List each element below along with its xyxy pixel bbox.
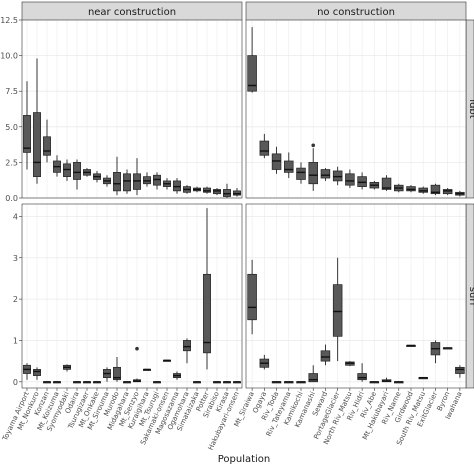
y-tick-label-top-1: 2.5 bbox=[5, 158, 18, 167]
box-bottom-no-7 bbox=[332, 284, 343, 337]
facet-strip-label-no: no construction bbox=[317, 7, 395, 18]
x-axis-title: Population bbox=[218, 454, 271, 465]
box-top-no-6 bbox=[320, 169, 331, 179]
y-tick-label-bottom-3: 3 bbox=[13, 254, 18, 263]
panel-frame-top-no bbox=[245, 19, 467, 199]
box-top-no-14 bbox=[418, 187, 428, 193]
panel-frame-top-near bbox=[21, 19, 243, 199]
box-top-near-12 bbox=[143, 176, 151, 185]
panel-bg-top-no bbox=[246, 20, 466, 198]
facet-strip-label-near: near construction bbox=[88, 7, 176, 18]
box-top-near-20 bbox=[223, 189, 231, 197]
y-tick-label-top-0: 0.0 bbox=[5, 194, 18, 203]
box-top-near-9 bbox=[113, 172, 121, 192]
y-tick-label-bottom-4: 4 bbox=[13, 212, 18, 221]
box-top-near-11 bbox=[133, 173, 141, 190]
box-top-near-1 bbox=[33, 112, 41, 177]
y-tick-label-top-4: 10.0 bbox=[0, 52, 18, 61]
box-top-no-0 bbox=[247, 55, 257, 92]
panel-bg-bottom-no bbox=[246, 204, 466, 388]
box-bottom-no-17 bbox=[455, 366, 465, 374]
box-top-no-4 bbox=[296, 167, 306, 180]
box-top-no-16 bbox=[442, 189, 453, 195]
box-top-no-13 bbox=[406, 186, 416, 192]
box-top-no-1 bbox=[259, 140, 270, 156]
box-top-no-11 bbox=[381, 177, 392, 190]
y-tick-label-top-5: 12.5 bbox=[0, 16, 18, 25]
box-top-near-10 bbox=[123, 173, 131, 192]
box-top-near-21 bbox=[233, 190, 241, 196]
box-top-near-15 bbox=[173, 180, 181, 192]
panel-frame-bottom-near bbox=[21, 203, 243, 389]
box-bottom-no-9 bbox=[357, 373, 367, 381]
y-tick-label-bottom-2: 2 bbox=[13, 295, 18, 304]
box-top-near-13 bbox=[153, 174, 161, 186]
box-top-no-3 bbox=[284, 160, 294, 173]
box-top-no-5 bbox=[308, 162, 318, 185]
box-bottom-no-5 bbox=[308, 373, 318, 383]
box-bottom-near-18 bbox=[203, 273, 211, 354]
panel-frame-bottom-no bbox=[245, 203, 467, 389]
box-top-no-8 bbox=[345, 173, 355, 186]
box-top-near-0 bbox=[23, 115, 31, 153]
box-bottom-no-6 bbox=[320, 350, 331, 362]
y-tick-label-top-3: 7.5 bbox=[5, 87, 18, 96]
box-bottom-no-0 bbox=[247, 273, 257, 321]
outlier-point-bottom-near-0 bbox=[135, 346, 139, 351]
box-bottom-near-1 bbox=[33, 369, 41, 376]
box-top-no-2 bbox=[271, 153, 282, 170]
box-top-near-19 bbox=[213, 189, 221, 195]
box-top-no-9 bbox=[357, 176, 367, 187]
row-strip-label-bottom: suri bbox=[467, 287, 474, 305]
box-bottom-near-9 bbox=[113, 366, 121, 381]
box-bottom-near-16 bbox=[183, 340, 191, 352]
box-top-near-18 bbox=[203, 187, 211, 193]
outlier-point-top-no-0 bbox=[311, 143, 316, 148]
y-tick-label-top-2: 5.0 bbox=[5, 123, 18, 132]
y-tick-label-bottom-0: 0 bbox=[13, 378, 18, 387]
box-top-no-7 bbox=[332, 170, 343, 182]
box-top-near-4 bbox=[63, 163, 71, 177]
box-top-no-15 bbox=[430, 184, 441, 195]
y-tick-label-bottom-1: 1 bbox=[13, 336, 18, 345]
box-top-near-2 bbox=[43, 136, 51, 156]
row-strip-label-top: ldbt bbox=[467, 99, 474, 118]
box-top-near-5 bbox=[73, 162, 81, 180]
